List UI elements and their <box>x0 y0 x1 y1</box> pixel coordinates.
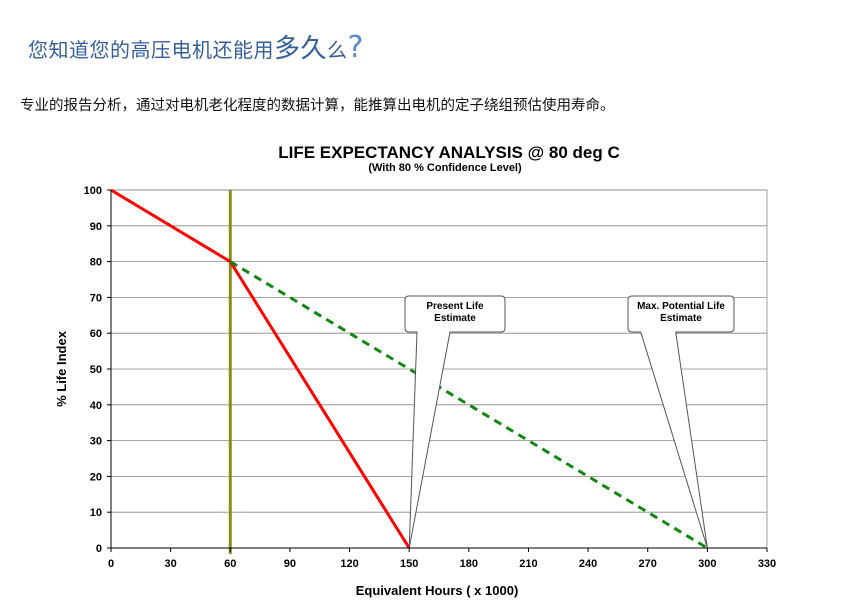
callout-text-1-1: Estimate <box>660 313 702 324</box>
chart-title: LIFE EXPECTANCY ANALYSIS @ 80 deg C <box>278 143 620 162</box>
page-title-question-mark: ? <box>347 30 364 65</box>
page-subtitle: 专业的报告分析，通过对电机老化程度的数据计算，能推算出电机的定子绕组预估使用寿命… <box>20 98 615 114</box>
y-tick-label-60: 60 <box>90 328 102 340</box>
y-tick-label-20: 20 <box>90 471 102 483</box>
x-tick-label-0: 0 <box>108 558 114 570</box>
page-title-emphasis: 多久 <box>274 34 328 64</box>
page-title-tail: 么 <box>327 38 348 62</box>
y-tick-label-0: 0 <box>96 543 102 555</box>
tick-labels: 0 10 20 30 40 50 60 70 80 90 100 0 30 60 90 120 150 180 21… <box>84 185 777 570</box>
series-lines <box>110 188 709 550</box>
x-tick-label-150: 150 <box>400 558 418 570</box>
chart-subtitle: (With 80 % Confidence Level) <box>368 162 522 174</box>
callout-text-0-1: Estimate <box>434 313 476 324</box>
callout-box-0 <box>404 295 506 549</box>
x-tick-label-240: 240 <box>579 558 597 570</box>
page-title-main: 您知道您的高压电机还能用 <box>28 38 274 62</box>
axes <box>107 189 768 552</box>
page-title: 您知道您的高压电机还能用多久么? <box>28 28 364 65</box>
y-tick-label-10: 10 <box>90 507 102 519</box>
x-tick-label-270: 270 <box>639 558 657 570</box>
x-tick-label-60: 60 <box>224 558 236 570</box>
y-tick-label-50: 50 <box>90 364 102 376</box>
x-tick-label-90: 90 <box>284 558 296 570</box>
callout-text-0-0: Present Life <box>426 301 484 312</box>
y-tick-label-30: 30 <box>90 436 102 448</box>
x-tick-label-210: 210 <box>519 558 537 570</box>
x-axis-label: Equivalent Hours ( x 1000) <box>356 583 519 598</box>
y-tick-label-80: 80 <box>90 257 102 269</box>
x-tick-label-180: 180 <box>460 558 478 570</box>
y-tick-label-40: 40 <box>90 400 102 412</box>
y-tick-label-90: 90 <box>90 221 102 233</box>
y-axis-label: % Life Index <box>54 330 69 407</box>
callout-text-1-0: Max. Potential Life <box>637 301 725 312</box>
callout-box-1 <box>627 295 735 549</box>
x-tick-label-120: 120 <box>340 558 358 570</box>
y-tick-label-70: 70 <box>90 292 102 304</box>
x-tick-label-30: 30 <box>165 558 177 570</box>
x-tick-label-300: 300 <box>698 558 716 570</box>
dashed-series-line-1 <box>229 260 709 550</box>
y-tick-label-100: 100 <box>84 185 102 197</box>
x-tick-label-330: 330 <box>758 558 776 570</box>
